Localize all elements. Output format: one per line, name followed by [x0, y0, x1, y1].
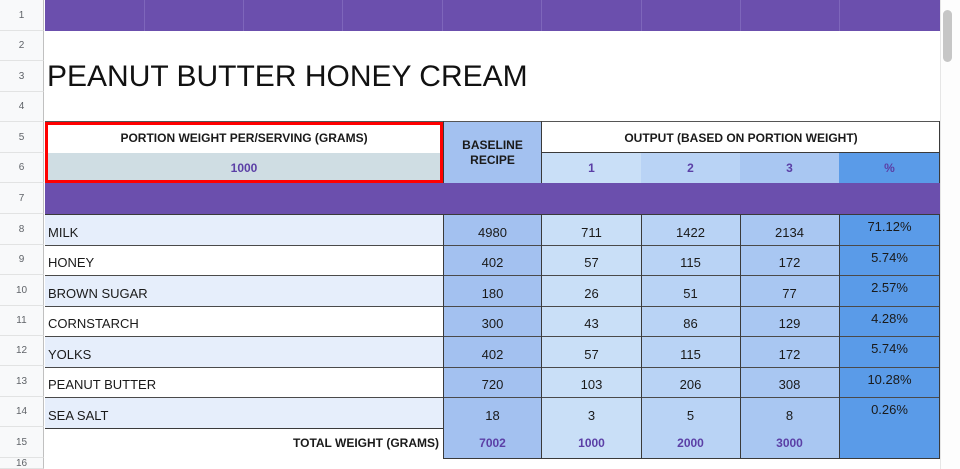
ingredient-name[interactable]: HONEY	[45, 245, 443, 275]
ingredient-name[interactable]: CORNSTARCH	[45, 306, 443, 336]
baseline-recipe-header[interactable]: BASELINE RECIPE	[444, 122, 541, 183]
row-number[interactable]: 14	[0, 397, 44, 427]
total-output-pct[interactable]	[839, 427, 940, 458]
row-number[interactable]: 5	[0, 122, 44, 153]
output-header[interactable]: OUTPUT (BASED ON PORTION WEIGHT)	[624, 130, 858, 145]
total-baseline[interactable]: 7002	[444, 427, 541, 458]
ingredient-output-1[interactable]: 57	[542, 245, 641, 275]
ingredient-percent[interactable]: 2.57%	[840, 275, 939, 306]
ingredient-output-1[interactable]: 43	[542, 306, 641, 336]
ingredient-percent[interactable]: 71.12%	[840, 214, 939, 245]
ingredient-output-1[interactable]: 57	[542, 336, 641, 367]
ingredient-output-3[interactable]: 172	[740, 245, 839, 275]
grid-line	[45, 336, 940, 337]
ingredient-output-3[interactable]: 129	[740, 306, 839, 336]
ingredient-output-1[interactable]: 26	[542, 275, 641, 306]
grid-line	[45, 367, 940, 368]
ingredient-output-3[interactable]: 8	[740, 397, 839, 428]
row-number[interactable]: 11	[0, 306, 44, 336]
total-output-1[interactable]: 1000	[542, 427, 641, 458]
row-number[interactable]: 6	[0, 153, 44, 183]
row-number[interactable]: 2	[0, 31, 44, 61]
grid-line	[45, 214, 940, 215]
row-number[interactable]: 7	[0, 183, 44, 214]
ingredient-percent[interactable]: 4.28%	[840, 306, 939, 336]
ingredient-output-2[interactable]: 206	[641, 367, 740, 397]
ingredient-output-1[interactable]: 103	[542, 367, 641, 397]
ingredient-name[interactable]: MILK	[45, 214, 443, 245]
total-output-2[interactable]: 2000	[641, 427, 740, 458]
header-band[interactable]	[45, 0, 940, 31]
portion-weight-value[interactable]: 1000	[47, 153, 441, 182]
ingredient-baseline[interactable]: 402	[444, 336, 541, 367]
ingredient-percent[interactable]: 5.74%	[840, 336, 939, 367]
ingredient-name[interactable]: YOLKS	[45, 336, 443, 367]
row-number[interactable]: 16	[0, 458, 44, 469]
ingredient-output-3[interactable]: 172	[740, 336, 839, 367]
output-col-2[interactable]: 2	[641, 153, 740, 183]
ingredient-output-3[interactable]: 77	[740, 275, 839, 306]
row-number[interactable]: 3	[0, 61, 44, 92]
total-output-3[interactable]: 3000	[740, 427, 839, 458]
ingredient-output-2[interactable]: 5	[641, 397, 740, 428]
output-col-3[interactable]: 3	[740, 153, 839, 183]
ingredient-baseline[interactable]: 720	[444, 367, 541, 397]
ingredient-output-3[interactable]: 2134	[740, 214, 839, 245]
ingredient-output-2[interactable]: 51	[641, 275, 740, 306]
grid-line	[45, 306, 940, 307]
row-number[interactable]: 12	[0, 336, 44, 366]
row-number[interactable]: 1	[0, 0, 44, 31]
ingredient-baseline[interactable]: 300	[444, 306, 541, 336]
scrollbar-thumb[interactable]	[943, 10, 952, 62]
row-number[interactable]: 15	[0, 427, 44, 458]
ingredient-output-1[interactable]: 3	[542, 397, 641, 428]
ingredient-output-1[interactable]: 711	[542, 214, 641, 245]
recipe-title[interactable]: PEANUT BUTTER HONEY CREAM	[47, 60, 528, 93]
ingredient-baseline[interactable]: 180	[444, 275, 541, 306]
ingredient-baseline[interactable]: 4980	[444, 214, 541, 245]
ingredient-percent[interactable]: 0.26%	[840, 397, 939, 428]
grid-line	[45, 245, 940, 246]
ingredient-name[interactable]: BROWN SUGAR	[45, 275, 443, 306]
ingredient-output-2[interactable]: 115	[641, 245, 740, 275]
row-number[interactable]: 9	[0, 245, 44, 275]
grid-line	[45, 275, 940, 276]
ingredient-percent[interactable]: 10.28%	[840, 367, 939, 397]
total-weight-label[interactable]: TOTAL WEIGHT (GRAMS)	[293, 436, 439, 450]
ingredient-baseline[interactable]: 18	[444, 397, 541, 428]
ingredient-output-2[interactable]: 115	[641, 336, 740, 367]
row-number[interactable]: 13	[0, 366, 44, 397]
ingredient-output-3[interactable]: 308	[740, 367, 839, 397]
grid-line	[45, 397, 940, 398]
ingredient-output-2[interactable]: 1422	[641, 214, 740, 245]
ingredient-name[interactable]: SEA SALT	[45, 397, 443, 428]
section-band[interactable]	[45, 183, 940, 214]
vertical-scrollbar[interactable]	[940, 0, 960, 469]
ingredient-output-2[interactable]: 86	[641, 306, 740, 336]
portion-weight-label[interactable]: PORTION WEIGHT PER/SERVING (GRAMS)	[120, 131, 368, 145]
output-col-1[interactable]: 1	[542, 153, 641, 183]
row-number[interactable]: 8	[0, 214, 44, 245]
ingredient-percent[interactable]: 5.74%	[840, 245, 939, 275]
ingredient-baseline[interactable]: 402	[444, 245, 541, 275]
row-number[interactable]: 10	[0, 275, 44, 306]
selection-highlight	[45, 122, 443, 183]
output-col-pct[interactable]: %	[839, 153, 940, 183]
ingredient-name[interactable]: PEANUT BUTTER	[45, 367, 443, 397]
row-number[interactable]: 4	[0, 92, 44, 122]
